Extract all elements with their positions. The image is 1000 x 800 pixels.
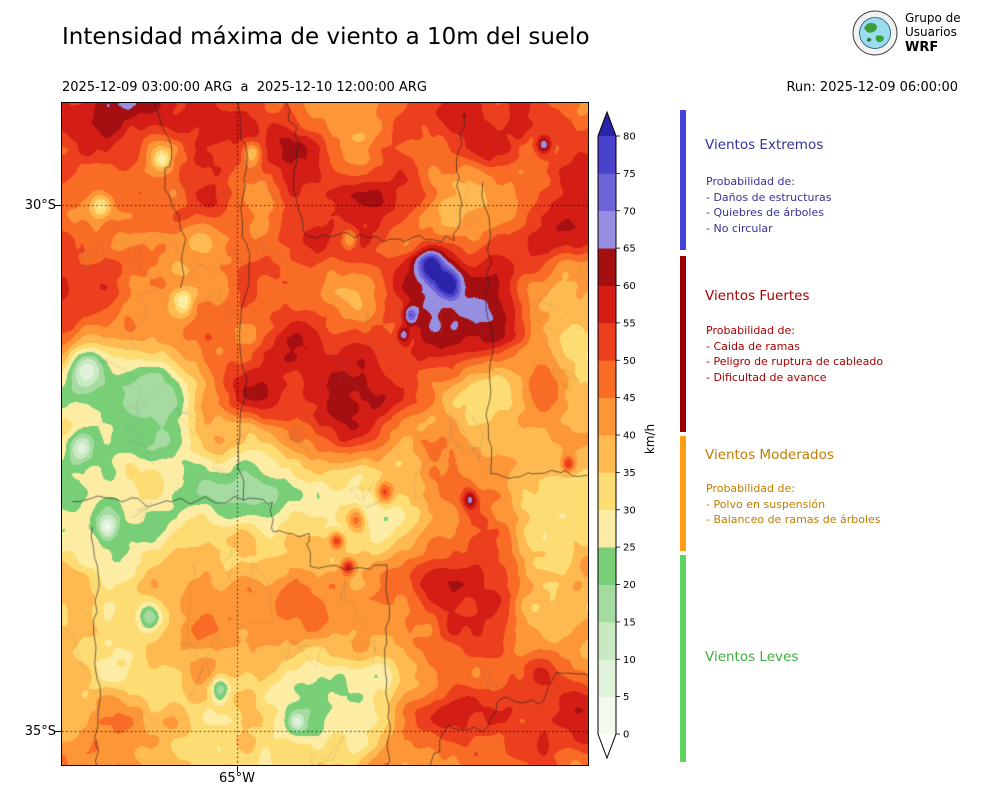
colorbar-band xyxy=(598,435,616,473)
legend-extremos-bar xyxy=(680,110,686,250)
colorbar-under-arrow xyxy=(598,734,616,758)
colorbar-band xyxy=(598,173,616,212)
colorbar-tick-label: 25 xyxy=(623,543,636,554)
colorbar-band xyxy=(598,322,616,361)
colorbar-band xyxy=(598,210,616,249)
colorbar-tick-label: 60 xyxy=(623,281,636,292)
lat-tick-35s xyxy=(54,731,61,732)
legend-body-moderados: Probabilidad de: - Polvo en suspensión -… xyxy=(706,481,1000,528)
lon-tick-65w xyxy=(237,766,238,772)
colorbar-tick-label: 45 xyxy=(623,393,636,404)
colorbar: 0 5 10 15 20 25 30 35 40 45 50 55 60 65 70 75 80 km/h xyxy=(597,110,657,760)
legend-item: - Peligro de ruptura de cableado xyxy=(706,355,884,368)
legend-body-extremos: Probabilidad de: - Daños de estructuras … xyxy=(706,174,1000,236)
colorbar-band xyxy=(598,509,616,548)
colorbar-tick-label: 30 xyxy=(623,505,636,516)
page-title: Intensidad máxima de viento a 10m del su… xyxy=(62,24,590,50)
legend-item: - Quiebres de árboles xyxy=(706,206,824,219)
legend-title-moderados: Vientos Moderados xyxy=(705,447,834,463)
wrf-logo: Grupo de Usuarios WRF xyxy=(852,10,961,56)
valid-period-label: 2025-12-09 03:00:00 ARG a 2025-12-10 12:… xyxy=(62,80,427,95)
map-frame xyxy=(61,102,589,766)
legend-item: - Balanceo de ramas de árboles xyxy=(706,513,881,526)
colorbar-band xyxy=(598,248,616,286)
lat-label-35s: 35°S xyxy=(24,724,56,739)
legend-item: - No circular xyxy=(706,221,773,235)
colorbar-tick-label: 65 xyxy=(623,244,636,255)
colorbar-band xyxy=(598,584,616,623)
colorbar-band xyxy=(598,696,616,735)
legend-title-extremos: Vientos Extremos xyxy=(705,137,824,153)
colorbar-tick-label: 55 xyxy=(623,318,636,329)
run-timestamp: Run: 2025-12-09 06:00:00 xyxy=(786,80,958,95)
legend-moderados-bar xyxy=(680,436,686,551)
legend-item: - Polvo en suspensión xyxy=(706,497,826,511)
logo-line-1: Grupo de xyxy=(905,10,961,25)
legend-body-fuertes: Probabilidad de: - Caida de ramas - Peli… xyxy=(706,323,1000,385)
legend-prob-label: Probabilidad de: xyxy=(706,482,795,495)
legend-leves-bar xyxy=(680,555,686,762)
colorbar-band xyxy=(598,136,616,174)
colorbar-band xyxy=(598,621,616,660)
colorbar-tick-label: 15 xyxy=(623,617,636,628)
legend-item: - Caida de ramas xyxy=(706,339,800,353)
colorbar-tick-label: 5 xyxy=(623,692,629,703)
colorbar-band xyxy=(598,547,616,585)
legend-fuertes-bar xyxy=(680,256,686,432)
colorbar-tick-label: 10 xyxy=(623,655,636,666)
legend-title-fuertes: Vientos Fuertes xyxy=(705,288,810,304)
colorbar-tick-label: 75 xyxy=(623,169,636,180)
colorbar-over-arrow xyxy=(598,112,616,136)
legend-title-leves: Vientos Leves xyxy=(705,649,799,665)
colorbar-tick-label: 20 xyxy=(623,580,636,591)
colorbar-tick-label: 70 xyxy=(623,206,636,217)
lat-label-30s: 30°S xyxy=(24,198,56,213)
colorbar-band xyxy=(598,659,616,698)
lon-label-65w: 65°W xyxy=(219,771,255,786)
lat-tick-30s xyxy=(54,205,61,206)
colorbar-band xyxy=(598,285,616,324)
colorbar-tick-label: 0 xyxy=(623,730,629,741)
colorbar-tick-label: 80 xyxy=(623,132,636,143)
wind-intensity-map xyxy=(62,103,588,765)
colorbar-tick-label: 50 xyxy=(623,356,636,367)
colorbar-band xyxy=(598,472,616,511)
logo-line-wrf: WRF xyxy=(905,39,939,55)
legend-prob-label: Probabilidad de: xyxy=(706,324,795,337)
logo-line-2: Usuarios xyxy=(905,25,957,40)
colorbar-band xyxy=(598,397,616,436)
legend-prob-label: Probabilidad de: xyxy=(706,175,795,188)
colorbar-unit-label: km/h xyxy=(643,424,657,454)
legend-item: - Daños de estructuras xyxy=(706,190,832,204)
wrf-logo-text: Grupo de Usuarios WRF xyxy=(905,11,961,55)
globe-icon xyxy=(852,10,898,56)
colorbar-band xyxy=(598,360,616,399)
colorbar-tick-label: 40 xyxy=(623,431,636,442)
colorbar-tick-label: 35 xyxy=(623,468,636,479)
legend-item: - Dificultad de avance xyxy=(706,370,827,384)
